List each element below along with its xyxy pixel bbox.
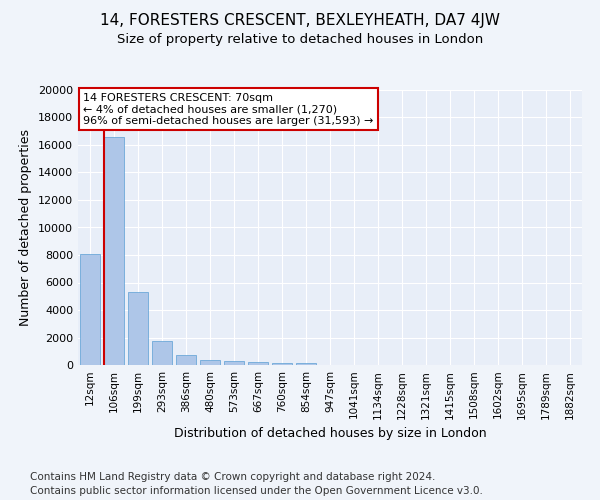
- Y-axis label: Number of detached properties: Number of detached properties: [19, 129, 32, 326]
- Bar: [152, 341, 172, 365]
- Bar: [296, 363, 316, 365]
- Bar: [176, 356, 196, 365]
- Bar: [248, 362, 268, 365]
- Text: Contains HM Land Registry data © Crown copyright and database right 2024.: Contains HM Land Registry data © Crown c…: [30, 472, 436, 482]
- X-axis label: Distribution of detached houses by size in London: Distribution of detached houses by size …: [173, 427, 487, 440]
- Bar: [104, 136, 124, 365]
- Bar: [224, 362, 244, 365]
- Bar: [200, 360, 220, 365]
- Bar: [80, 254, 100, 365]
- Text: Size of property relative to detached houses in London: Size of property relative to detached ho…: [117, 32, 483, 46]
- Bar: [272, 362, 292, 365]
- Text: 14 FORESTERS CRESCENT: 70sqm
← 4% of detached houses are smaller (1,270)
96% of : 14 FORESTERS CRESCENT: 70sqm ← 4% of det…: [83, 92, 373, 126]
- Text: Contains public sector information licensed under the Open Government Licence v3: Contains public sector information licen…: [30, 486, 483, 496]
- Text: 14, FORESTERS CRESCENT, BEXLEYHEATH, DA7 4JW: 14, FORESTERS CRESCENT, BEXLEYHEATH, DA7…: [100, 12, 500, 28]
- Bar: [128, 292, 148, 365]
